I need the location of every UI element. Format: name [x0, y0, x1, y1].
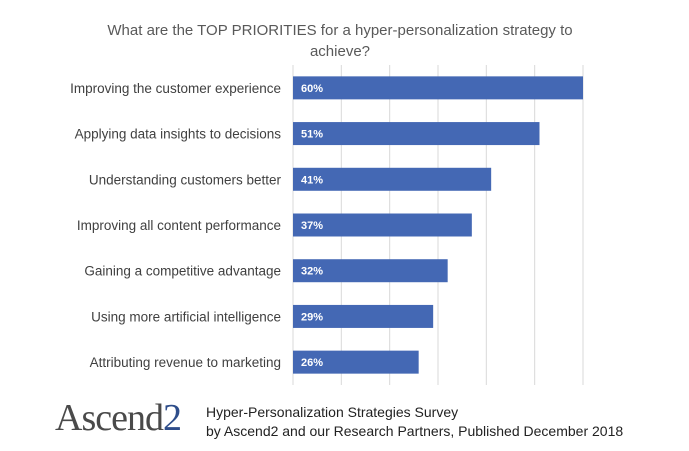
ascend2-logo: Ascend2 — [55, 397, 182, 439]
bar-value-label: 41% — [301, 174, 323, 186]
category-label: Gaining a competitive advantage — [84, 264, 281, 279]
bar — [293, 213, 472, 237]
chart-title: What are the TOP PRIORITIES for a hyper-… — [107, 22, 573, 60]
category-label: Improving the customer experience — [70, 81, 281, 96]
bar-value-label: 51% — [301, 129, 323, 141]
bar — [293, 122, 540, 146]
category-label: Understanding customers better — [89, 172, 282, 187]
category-label: Attributing revenue to marketing — [90, 355, 281, 370]
category-label: Applying data insights to decisions — [75, 127, 282, 142]
bar — [293, 304, 434, 328]
bar-value-label: 29% — [301, 311, 323, 323]
bar-chart: 60% Improving the customer experience 51% A… — [70, 65, 584, 385]
bar-value-label: 32% — [301, 266, 323, 278]
bar — [293, 167, 492, 191]
bar-value-label: 37% — [301, 220, 323, 232]
category-label: Using more artificial intelligence — [91, 309, 281, 324]
footer-line-2: by Ascend2 and our Research Partners, Pu… — [206, 423, 624, 439]
bar-value-label: 26% — [301, 357, 323, 369]
footer-caption: Hyper-Personalization Strategies Survey … — [206, 403, 623, 441]
bar — [293, 76, 583, 100]
bar-value-label: 60% — [301, 83, 323, 95]
bar — [293, 350, 419, 374]
footer-line-1: Hyper-Personalization Strategies Survey — [206, 404, 459, 420]
category-label: Improving all content performance — [77, 218, 281, 233]
bar — [293, 259, 448, 283]
